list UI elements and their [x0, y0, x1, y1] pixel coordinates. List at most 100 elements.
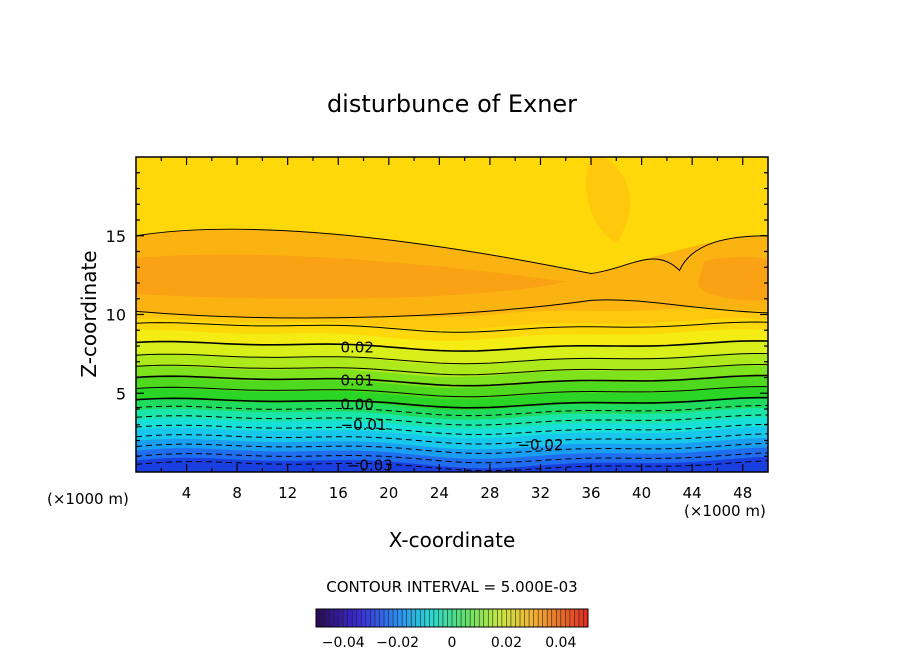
colorbar-swatch: [510, 609, 516, 627]
colorbar-swatch: [415, 609, 421, 627]
x-tick-label: 48: [733, 484, 752, 502]
colorbar-swatch: [388, 609, 394, 627]
colorbar-swatch: [515, 609, 521, 627]
colorbar-swatch: [384, 609, 389, 627]
contour-band: [136, 254, 566, 299]
colorbar-swatch: [374, 609, 380, 627]
colorbar-swatch: [316, 609, 321, 627]
colorbar-swatch: [569, 609, 575, 627]
colorbar-swatch: [488, 609, 494, 627]
colorbar-swatch: [411, 609, 417, 627]
x-tick-label: 44: [683, 484, 702, 502]
colorbar-swatch: [556, 609, 562, 627]
colorbar-swatch: [347, 609, 353, 627]
contour-label: −0.02: [517, 436, 563, 454]
colorbar-swatch: [470, 609, 475, 627]
colorbar-tick-label: −0.02: [376, 635, 419, 651]
contour-label: −0.01: [341, 416, 387, 434]
contour-line: [136, 299, 768, 319]
colorbar-swatch: [483, 609, 489, 627]
contour-label: 0.02: [340, 339, 373, 357]
x-tick-label: 24: [430, 484, 449, 502]
colorbar-tick-label: 0: [448, 635, 457, 651]
contour-line: [136, 228, 768, 275]
contour-band: [586, 157, 631, 244]
colorbar-swatch: [529, 609, 534, 627]
colorbar-swatch: [474, 609, 480, 627]
colorbar-swatch: [338, 609, 344, 627]
colorbar-swatch: [438, 609, 444, 627]
contour-interval-note: CONTOUR INTERVAL = 5.000E-03: [326, 578, 577, 596]
colorbar-swatch: [520, 609, 525, 627]
colorbar-swatch: [465, 609, 471, 627]
contour-line: [136, 386, 768, 398]
colorbar-swatch: [402, 609, 407, 627]
contour-line: [136, 396, 768, 409]
colorbar-swatch: [560, 609, 566, 627]
x-tick-label: 32: [531, 484, 550, 502]
colorbar-swatch: [538, 609, 543, 627]
colorbar-swatch: [456, 609, 462, 627]
contour-line: [136, 353, 768, 365]
colorbar-swatch: [547, 609, 553, 627]
colorbar-swatch: [452, 609, 457, 627]
colorbar-swatch: [574, 609, 580, 627]
colorbar-swatch: [356, 609, 362, 627]
x-tick-label: 28: [480, 484, 499, 502]
contour-line: [136, 414, 768, 426]
colorbar-swatch: [461, 609, 466, 627]
colorbar-swatch: [325, 609, 330, 627]
colorbar-swatch: [406, 609, 412, 627]
colorbar-swatch: [433, 609, 439, 627]
contour-label: −0.03: [347, 457, 393, 475]
x-axis-label: X-coordinate: [389, 528, 516, 552]
y-axis-unit: (×1000 m): [47, 490, 129, 508]
colorbar-swatch: [320, 609, 326, 627]
colorbar-swatch: [578, 609, 584, 627]
colorbar-swatch: [479, 609, 485, 627]
colorbar-swatch: [565, 609, 571, 627]
x-tick-label: 8: [232, 484, 242, 502]
contour-line: [136, 363, 768, 376]
y-tick-label: 10: [106, 306, 126, 325]
colorbar-swatch: [361, 609, 367, 627]
colorbar-swatch: [551, 609, 557, 627]
colorbar-frame: [315, 608, 589, 628]
x-axis-unit: (×1000 m): [684, 502, 766, 520]
x-tick-label: 4: [182, 484, 192, 502]
colorbar-swatch: [365, 609, 371, 627]
colorbar-swatch: [393, 609, 398, 627]
colorbar-swatch: [370, 609, 376, 627]
contour-line: [136, 433, 768, 445]
y-tick-label: 5: [116, 384, 126, 403]
colorbar-swatch: [424, 609, 430, 627]
colorbar-swatch: [542, 609, 548, 627]
y-tick-label: 15: [106, 227, 126, 246]
colorbar-swatch: [524, 609, 530, 627]
x-tick-label: 16: [329, 484, 348, 502]
plot-area: [136, 157, 768, 472]
x-tick-label: 36: [581, 484, 600, 502]
colorbar-swatch: [583, 609, 589, 627]
contour-line: [136, 321, 768, 333]
y-axis-label: Z-coordinate: [77, 250, 101, 377]
colorbar-swatch: [501, 609, 507, 627]
contour-band: [697, 256, 768, 301]
contour-line: [136, 460, 768, 472]
x-tick-label: 40: [632, 484, 651, 502]
colorbar-swatch: [492, 609, 498, 627]
contour-line: [136, 442, 768, 454]
colorbar-tick-label: 0.02: [491, 635, 522, 651]
colorbar-swatch: [334, 609, 339, 627]
contour-band: [136, 456, 768, 472]
colorbar-swatch: [379, 609, 385, 627]
colorbar-swatch: [397, 609, 403, 627]
colorbar-swatch: [442, 609, 448, 627]
colorbar-swatch: [533, 609, 539, 627]
colorbar-swatch: [497, 609, 503, 627]
contour-label: 0.00: [340, 395, 373, 413]
colorbar: [315, 608, 589, 628]
colorbar-swatch: [420, 609, 426, 627]
contour-line: [136, 374, 768, 387]
